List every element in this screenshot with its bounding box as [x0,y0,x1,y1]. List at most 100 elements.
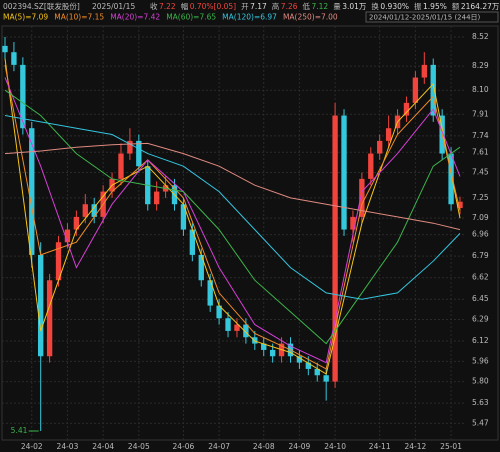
y-tick-label: 7.74 [472,131,489,140]
ma-line [4,142,461,231]
candle-body [82,204,88,217]
candle-body [20,64,26,129]
candle-body [377,140,383,154]
legend-entry: MA(120)=6.97 [222,13,277,22]
candle-body [350,216,356,230]
candle-body [46,280,53,357]
y-tick-label: 5.80 [472,377,489,386]
candle-body [412,77,419,103]
candle-body [207,280,213,306]
x-tick-label: 24-10 [324,442,346,451]
header-label: 开 [241,2,249,11]
y-tick-label: 5.63 [472,398,489,407]
y-tick-label: 7.61 [472,147,489,156]
x-tick-label: 24-12 [404,442,426,451]
candle-body [385,128,392,141]
candle-body [189,229,196,255]
candle-body [448,153,454,205]
legend-entry: MA(250)=7.00 [283,13,338,22]
candle-body [332,115,338,382]
candle-body [305,362,312,369]
candle-body [368,153,374,179]
ma-line [4,58,461,375]
header-label: 幅 [181,1,189,11]
legend-entry: MA(10)=7.15 [54,13,104,22]
candle-body [234,324,240,331]
candle-body [225,318,231,331]
candle-body [55,242,62,281]
range-box [365,11,499,23]
candle-body [11,52,17,65]
y-tick-label: 8.52 [472,32,489,41]
header-value: 7.26 [281,2,298,11]
candle-body [153,191,160,205]
legend-entry: MA(20)=7.42 [110,13,160,22]
header-value: 7.22 [159,2,176,11]
candle-body [180,204,187,230]
x-tick-label: 24-08 [253,442,275,451]
header-value: 2164.27万 [461,2,500,11]
x-tick-label: 24-02 [21,442,43,451]
legend-entry: MA(5)=7.09 [3,13,48,22]
y-tick-label: 6.62 [472,273,489,282]
candle-body [403,102,410,116]
candle-body [118,153,124,179]
candle-body [127,140,133,154]
candle-body [296,356,303,363]
candle-body [91,204,97,217]
candle-body [73,216,80,230]
x-tick-label: 24-03 [57,442,79,451]
header-label: 高 [272,1,280,11]
candle-body [457,201,463,209]
candle-body [421,64,427,78]
candle-body [29,128,35,255]
low-annotation: 5.41 [11,426,28,435]
y-tick-label: 6.79 [472,251,489,260]
y-tick-label: 8.10 [472,85,489,94]
header-value: 7.17 [250,2,267,11]
x-tick-label: 24-11 [369,442,391,451]
candle-body [136,140,142,167]
header-value: 1.95% [423,2,447,11]
x-tick-label: 24-07 [208,442,230,451]
header-value: 0.70%[0.05] [190,2,236,11]
y-tick-label: 6.45 [472,294,489,303]
x-tick-label: 24-04 [92,442,114,451]
y-tick-label: 8.29 [472,61,489,70]
date: 2025/01/15 [92,2,135,11]
header-value: 0.930% [380,2,409,11]
candle-body [323,375,329,382]
candle-body [430,64,436,116]
header-value: 7.12 [312,2,329,11]
candle-body [216,305,222,319]
candle-body [261,343,267,350]
y-tick-label: 7.25 [472,193,489,202]
x-tick-label: 24-06 [173,442,195,451]
ma-line [4,77,461,364]
x-tick-label: 24-05 [128,442,150,451]
header-label: 振 [414,1,422,11]
candle-body [198,254,204,281]
header-label: 收 [150,1,158,11]
candle-body [243,324,249,338]
candle-body [64,229,71,243]
header-label: 低 [303,1,311,11]
header-value: 3.01万 [342,2,367,11]
y-tick-label: 5.96 [472,356,489,365]
y-tick-label: 6.96 [472,230,489,239]
range: 2024/01/12-2025/01/15 (244日) [369,14,481,22]
candle-body [269,349,276,357]
y-tick-label: 7.91 [472,109,489,118]
plot-frame [1,25,499,441]
legend-entry: MA(60)=7.65 [166,13,216,22]
y-tick-label: 7.09 [472,213,489,222]
header-label: 量 [333,2,341,11]
ma-line [4,89,461,345]
ma-line [4,115,461,300]
candle-body [2,45,8,53]
x-tick-label: 24-09 [289,442,311,451]
candle-body [314,368,320,376]
candle-body [341,115,347,230]
y-tick-label: 7.45 [472,168,489,177]
